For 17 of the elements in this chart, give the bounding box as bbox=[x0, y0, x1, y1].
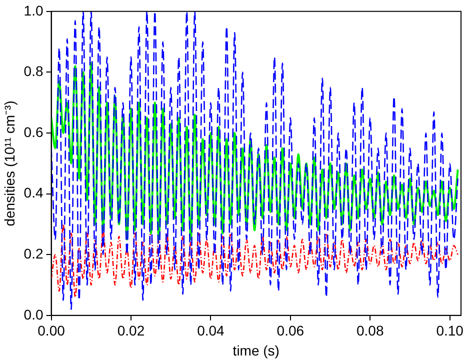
y-tick-label: 0.4 bbox=[24, 184, 44, 201]
y-tick-label: 0.2 bbox=[24, 245, 44, 262]
line-series bbox=[51, 224, 458, 298]
y-tick-label: 0.6 bbox=[24, 124, 44, 140]
x-tick-label: 0.02 bbox=[117, 322, 145, 339]
y-tick-label: 1.0 bbox=[24, 2, 44, 18]
x-tick-label: 0.08 bbox=[356, 322, 384, 339]
x-tick-label: 0.04 bbox=[197, 322, 225, 339]
line-series bbox=[51, 11, 458, 310]
y-tick-label: 0.8 bbox=[24, 63, 44, 80]
x-tick-label: 0.00 bbox=[38, 322, 66, 339]
y-axis-title: densities (10¹¹ cm⁻³) bbox=[1, 100, 18, 226]
x-tick-label: 0.10 bbox=[436, 322, 464, 339]
x-axis-title: time (s) bbox=[232, 342, 280, 358]
x-tick-label: 0.06 bbox=[276, 322, 304, 339]
line-series bbox=[51, 62, 459, 240]
y-tick-label: 0.0 bbox=[24, 306, 44, 322]
